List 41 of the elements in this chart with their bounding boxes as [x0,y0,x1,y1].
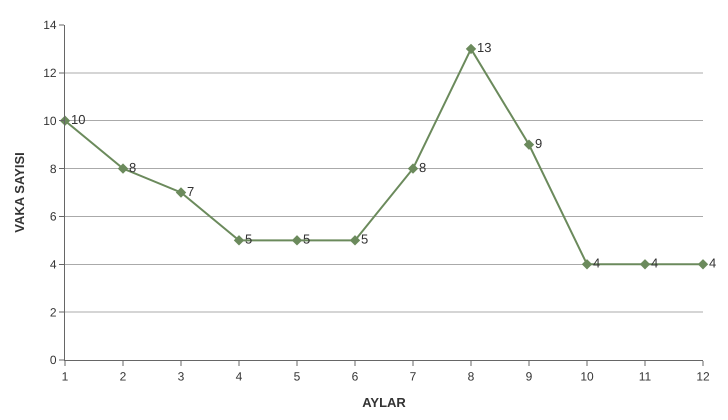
data-label: 5 [361,232,368,247]
data-label: 10 [71,112,86,127]
x-tick-label: 7 [410,369,417,384]
y-axis-title: VAKA SAYISI [12,152,28,233]
x-tick-label: 4 [236,369,243,384]
x-tick-label: 11 [638,369,652,384]
data-label: 13 [477,40,492,56]
x-tick-label: 10 [580,369,594,384]
x-axis-title: AYLAR [362,395,406,410]
point [292,235,302,246]
y-tick-label: 12 [43,66,57,80]
y-tick-label: 8 [50,162,57,176]
point [698,259,708,270]
x-tick-label: 8 [468,369,475,384]
data-label: 7 [187,184,194,199]
y-tick-label: 6 [50,210,57,224]
x-tick-label: 1 [62,369,69,384]
point [524,139,534,150]
point [466,44,476,54]
y-tick-label: 10 [43,114,57,128]
data-label: 4 [709,256,716,271]
point [234,235,244,246]
x-tick-label: 5 [294,369,301,384]
y-tick-label: 0 [50,353,57,368]
x-tick-label: 2 [120,369,127,384]
data-label: 8 [129,160,136,175]
data-label: 9 [535,136,542,151]
y-tick-label: 4 [50,257,57,272]
point [640,259,650,270]
x-tick-label: 9 [526,369,533,384]
point [350,235,360,246]
point [582,259,592,270]
x-tick-label: 6 [352,369,359,384]
y-tick-label: 14 [43,18,57,32]
y-tick-label: 2 [50,305,57,320]
x-tick-label: 3 [178,369,185,384]
data-label: 8 [419,160,426,175]
x-tick-label: 12 [696,369,710,384]
point [176,187,186,198]
point [118,163,128,174]
point [408,163,418,174]
